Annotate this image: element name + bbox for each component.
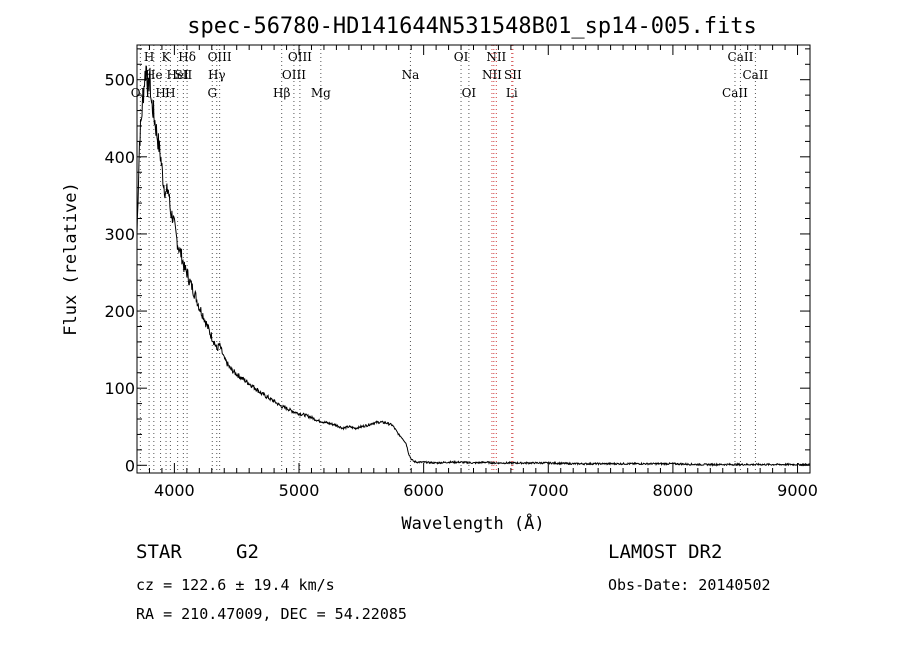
spectral-line-label: NII xyxy=(482,68,502,82)
spectral-line-label: OIII xyxy=(282,68,306,82)
spectral-line-label: H xyxy=(165,86,175,100)
spectral-lines xyxy=(139,45,756,473)
x-tick-label: 7000 xyxy=(528,481,569,500)
x-tick-label: 5000 xyxy=(279,481,320,500)
spectral-line-label: Hδ xyxy=(178,50,196,64)
x-tick-label: 4000 xyxy=(154,481,195,500)
axis-ticks xyxy=(136,45,811,473)
survey-name: LAMOST DR2 xyxy=(608,541,722,563)
spectral-line-label: Mg xyxy=(311,86,331,100)
spectral-line-label: CaII xyxy=(728,50,754,64)
y-axis-label: Flux (relative) xyxy=(61,182,81,336)
spectral-line-label: Hγ xyxy=(208,68,226,82)
spectral-line-label: OI xyxy=(462,86,477,100)
observation-date: Obs-Date: 20140502 xyxy=(608,576,771,594)
spectral-line-label: K xyxy=(162,50,172,64)
x-axis-label: Wavelength (Å) xyxy=(401,512,544,534)
y-tick-label: 500 xyxy=(104,71,135,90)
y-tick-label: 300 xyxy=(104,225,135,244)
x-tick-label: 9000 xyxy=(777,481,818,500)
spectral-line-label: SII xyxy=(175,68,193,82)
spectral-line-label: NII xyxy=(486,50,506,64)
spectral-line-label: SII xyxy=(504,68,522,82)
spectral-line-label: CaII xyxy=(742,68,768,82)
spectral-line-label: OI xyxy=(454,50,469,64)
spectral-line-label: H xyxy=(144,50,154,64)
redshift-velocity: cz = 122.6 ± 19.4 km/s xyxy=(136,576,335,594)
chart-title: spec-56780-HD141644N531548B01_sp14-005.f… xyxy=(187,14,757,39)
spectral-line-label: Li xyxy=(506,86,518,100)
plot-frame xyxy=(136,44,811,474)
x-tick-label: 6000 xyxy=(403,481,444,500)
y-tick-label: 100 xyxy=(104,379,135,398)
spectral-line-label: G xyxy=(207,86,217,100)
y-tick-label: 200 xyxy=(104,302,135,321)
spectral-line-label: H xyxy=(155,86,165,100)
object-subclass: G2 xyxy=(236,541,259,563)
sky-coordinates: RA = 210.47009, DEC = 54.22085 xyxy=(136,605,407,623)
spectral-line-label: Hβ xyxy=(273,86,290,100)
spectral-line-label: OIII xyxy=(208,50,232,64)
spectral-line-label: HeI xyxy=(166,68,189,82)
spectral-line-label: CaII xyxy=(722,86,748,100)
spectral-line-label: OIII xyxy=(288,50,312,64)
y-tick-labels: 0 100 200 300 400 500 xyxy=(104,71,135,476)
y-tick-label: 0 xyxy=(125,456,135,475)
y-tick-label: 400 xyxy=(104,148,135,167)
x-tick-labels: 4000 5000 6000 7000 8000 9000 xyxy=(154,481,818,500)
spectral-line-label: OII xyxy=(131,86,151,100)
x-tick-label: 8000 xyxy=(653,481,694,500)
spectral-line-label: Na xyxy=(402,68,420,82)
object-class: STAR xyxy=(136,541,182,563)
spectrum-line xyxy=(136,65,811,467)
spectral-line-labels: OIIHHeHKHHeISIIHδGHγOIIIHβOIIIOIIIMgNaOI… xyxy=(131,50,769,100)
